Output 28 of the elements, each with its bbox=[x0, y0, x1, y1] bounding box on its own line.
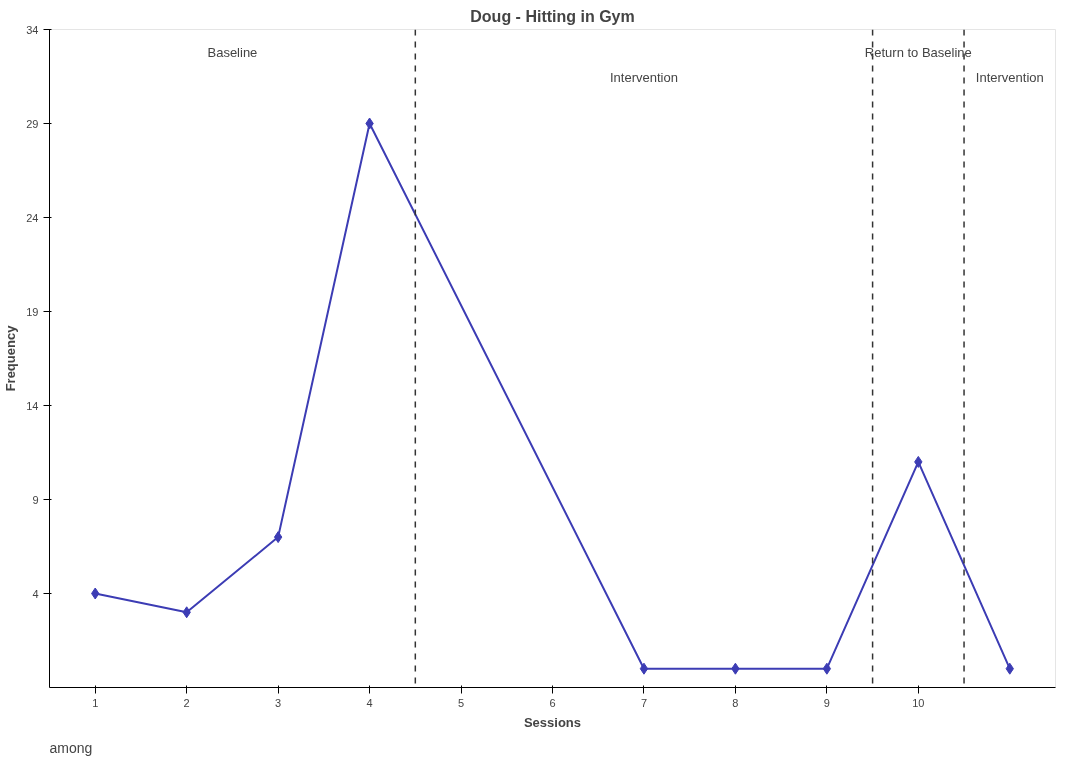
x-tick-label: 7 bbox=[640, 696, 648, 709]
y-axis-title: Frequency bbox=[3, 324, 19, 392]
x-tick-label: 9 bbox=[823, 696, 830, 709]
x-tick-label: 8 bbox=[732, 696, 739, 709]
y-tick-label: 14 bbox=[26, 399, 39, 412]
x-tick-label: 2 bbox=[183, 696, 190, 709]
x-axis-title: Sessions bbox=[523, 714, 582, 730]
x-tick-label: 10 bbox=[912, 696, 925, 709]
y-tick-label: 24 bbox=[26, 211, 39, 224]
point bbox=[822, 662, 832, 675]
annotation: Intervention bbox=[975, 69, 1044, 85]
x-tick-label: 4 bbox=[366, 696, 373, 709]
x-tick-label: 6 bbox=[549, 696, 556, 709]
y-tick-label: 29 bbox=[26, 117, 39, 130]
chart-title: Doug - Hitting in Gym bbox=[470, 7, 635, 25]
annotation: Intervention bbox=[609, 69, 678, 85]
y-tick-label: 4 bbox=[32, 587, 39, 600]
x-tick-label: 5 bbox=[457, 696, 465, 709]
x-tick-label: 3 bbox=[275, 696, 282, 709]
point bbox=[639, 662, 649, 675]
text: among bbox=[49, 739, 93, 756]
x-tick-label: 1 bbox=[92, 696, 99, 709]
point bbox=[273, 531, 283, 544]
annotation: Return to Baseline bbox=[864, 44, 972, 60]
y-tick-label: 19 bbox=[26, 305, 39, 318]
y-tick-label: 9 bbox=[32, 493, 39, 506]
annotation: Baseline bbox=[207, 44, 258, 60]
y-tick-label: 34 bbox=[26, 23, 39, 36]
